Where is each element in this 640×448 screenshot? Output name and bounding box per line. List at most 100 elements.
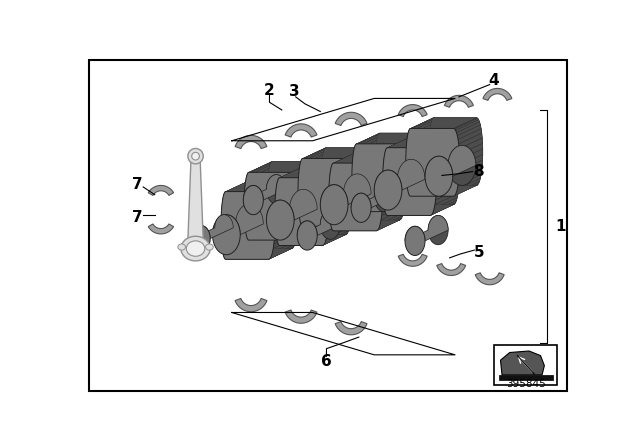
- Polygon shape: [326, 171, 349, 185]
- Polygon shape: [212, 204, 263, 235]
- Polygon shape: [406, 149, 429, 165]
- Polygon shape: [434, 194, 458, 208]
- Polygon shape: [433, 201, 456, 214]
- Polygon shape: [351, 182, 394, 208]
- Polygon shape: [224, 181, 248, 194]
- Polygon shape: [326, 174, 350, 189]
- Polygon shape: [352, 179, 375, 195]
- Polygon shape: [303, 215, 369, 226]
- Text: 6: 6: [321, 354, 332, 369]
- Polygon shape: [297, 209, 321, 225]
- Polygon shape: [333, 220, 356, 231]
- Polygon shape: [406, 143, 429, 159]
- Ellipse shape: [425, 156, 452, 196]
- Ellipse shape: [181, 236, 210, 261]
- Polygon shape: [244, 198, 268, 215]
- Polygon shape: [327, 220, 351, 235]
- Polygon shape: [333, 220, 399, 231]
- Polygon shape: [277, 231, 301, 244]
- Polygon shape: [408, 120, 432, 133]
- Ellipse shape: [297, 221, 317, 250]
- Polygon shape: [244, 182, 268, 198]
- Polygon shape: [403, 194, 426, 207]
- Polygon shape: [433, 198, 458, 211]
- Text: 5: 5: [474, 245, 484, 260]
- Polygon shape: [402, 197, 426, 210]
- Polygon shape: [431, 138, 456, 150]
- Polygon shape: [300, 208, 323, 222]
- Polygon shape: [356, 133, 422, 144]
- Polygon shape: [221, 192, 275, 259]
- Polygon shape: [404, 144, 428, 159]
- Polygon shape: [378, 216, 403, 229]
- Polygon shape: [222, 237, 246, 252]
- Polygon shape: [298, 168, 321, 184]
- Polygon shape: [299, 205, 323, 219]
- Polygon shape: [249, 162, 315, 172]
- Polygon shape: [328, 193, 352, 209]
- Polygon shape: [385, 201, 409, 214]
- Polygon shape: [299, 200, 323, 215]
- Polygon shape: [331, 216, 355, 229]
- Polygon shape: [436, 152, 459, 168]
- Polygon shape: [329, 183, 352, 200]
- Polygon shape: [225, 181, 292, 192]
- Polygon shape: [269, 181, 293, 192]
- Polygon shape: [192, 215, 234, 238]
- Polygon shape: [459, 133, 483, 149]
- Polygon shape: [383, 185, 406, 200]
- Polygon shape: [408, 122, 431, 136]
- Polygon shape: [351, 168, 375, 184]
- Polygon shape: [406, 138, 429, 154]
- Polygon shape: [298, 187, 321, 203]
- Polygon shape: [356, 201, 422, 211]
- Polygon shape: [276, 178, 299, 193]
- Polygon shape: [300, 152, 323, 166]
- Polygon shape: [299, 159, 323, 174]
- Polygon shape: [386, 138, 410, 150]
- Polygon shape: [431, 203, 456, 215]
- Polygon shape: [148, 224, 173, 234]
- Polygon shape: [398, 104, 427, 116]
- Polygon shape: [293, 228, 317, 240]
- Polygon shape: [387, 137, 454, 148]
- Polygon shape: [406, 155, 429, 171]
- Polygon shape: [221, 223, 244, 239]
- Polygon shape: [402, 135, 426, 148]
- Ellipse shape: [236, 204, 263, 244]
- Polygon shape: [221, 196, 245, 212]
- Polygon shape: [296, 172, 320, 188]
- Polygon shape: [221, 207, 244, 223]
- Polygon shape: [454, 118, 477, 129]
- Text: 8: 8: [474, 164, 484, 179]
- Polygon shape: [381, 205, 404, 220]
- Polygon shape: [326, 228, 349, 241]
- Polygon shape: [298, 182, 321, 198]
- Polygon shape: [223, 183, 247, 196]
- Polygon shape: [436, 263, 466, 276]
- Polygon shape: [245, 169, 269, 183]
- Polygon shape: [275, 207, 298, 223]
- Polygon shape: [476, 273, 504, 285]
- Polygon shape: [350, 200, 374, 215]
- Polygon shape: [385, 139, 409, 152]
- Polygon shape: [352, 144, 406, 211]
- Polygon shape: [246, 225, 270, 238]
- Polygon shape: [433, 139, 456, 152]
- Polygon shape: [324, 168, 348, 180]
- Polygon shape: [276, 220, 299, 235]
- Polygon shape: [409, 184, 433, 196]
- Polygon shape: [352, 153, 375, 169]
- Polygon shape: [244, 172, 298, 240]
- Polygon shape: [374, 159, 425, 190]
- Polygon shape: [275, 193, 298, 209]
- Polygon shape: [298, 185, 321, 201]
- Polygon shape: [327, 178, 351, 193]
- Polygon shape: [384, 144, 408, 159]
- Polygon shape: [380, 159, 404, 174]
- Polygon shape: [383, 189, 406, 205]
- Polygon shape: [225, 248, 249, 259]
- Polygon shape: [408, 178, 431, 192]
- Ellipse shape: [351, 193, 371, 222]
- Polygon shape: [333, 152, 356, 164]
